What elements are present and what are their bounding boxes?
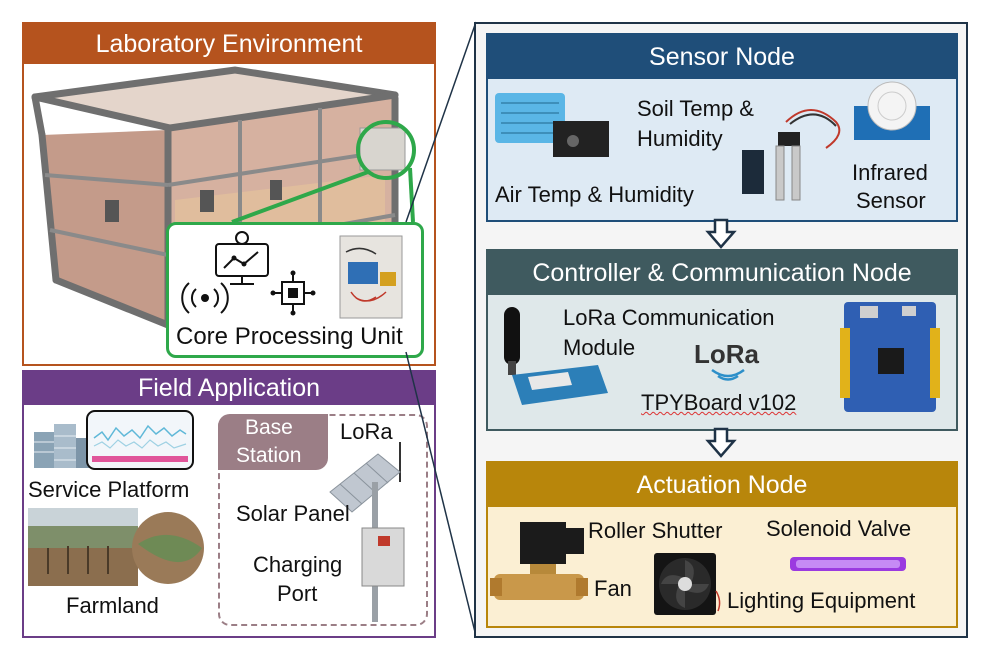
lighting-label: Lighting Equipment [727, 588, 916, 613]
sensor-node-title: Sensor Node [488, 35, 956, 79]
lora-module-image [504, 307, 608, 405]
actuation-node-title: Actuation Node [488, 463, 956, 507]
base-station-label-2: Station [236, 444, 302, 467]
lab-title: Laboratory Environment [24, 24, 434, 64]
solenoid-valve-label: Solenoid Valve [766, 516, 912, 541]
solar-panel-label: Solar Panel [236, 501, 350, 526]
lora-logo-text: LoRa [694, 339, 759, 369]
air-label: Air Temp & Humidity [495, 182, 694, 207]
uv-light-bar-image [790, 557, 906, 571]
service-platform-label: Service Platform [28, 477, 190, 502]
lora-module-label-1: LoRa Communication [563, 305, 775, 330]
chip-icon [270, 270, 316, 316]
infrared-label-1: Infrared [852, 160, 928, 185]
soil-probe-image [742, 109, 841, 201]
base-station-tag [218, 414, 328, 470]
fan-label: Fan [594, 576, 632, 601]
flow-arrow-1 [705, 218, 737, 249]
lora-label: LoRa [340, 419, 393, 444]
infrared-sensor-image [854, 81, 930, 140]
monitoring-chart-image [86, 410, 194, 470]
field-title: Field Application [24, 372, 434, 405]
farmland-image [28, 508, 204, 586]
soil-label-2: Humidity [637, 126, 723, 151]
controller-node-title: Controller & Communication Node [488, 251, 956, 295]
lora-module-label-2: Module [563, 335, 636, 360]
soil-label-1: Soil Temp & [637, 96, 754, 121]
infrared-label-2: Sensor [856, 188, 926, 213]
monitor-network-icon [215, 231, 269, 285]
base-station-label-1: Base [245, 416, 293, 439]
dht-sensor-image [495, 93, 609, 157]
fan-image [654, 553, 721, 615]
circuit-box-image [339, 235, 403, 319]
core-processing-label: Core Processing Unit [176, 323, 403, 350]
solar-station-image [329, 442, 405, 622]
farmland-label: Farmland [66, 593, 159, 618]
charging-port-label-2: Port [277, 581, 318, 606]
tpyboard-image [840, 302, 940, 412]
flow-arrow-2 [705, 427, 737, 458]
solenoid-valve-image [490, 522, 588, 600]
controller-node-box: Controller & Communication Node [486, 249, 958, 431]
tpyboard-label: TPYBoard v102 [641, 390, 797, 415]
lora-logo-waves-icon [711, 368, 745, 381]
charging-port-label-1: Charging [253, 552, 343, 577]
wireless-signal-icon [181, 282, 229, 314]
roller-shutter-label: Roller Shutter [588, 518, 723, 543]
